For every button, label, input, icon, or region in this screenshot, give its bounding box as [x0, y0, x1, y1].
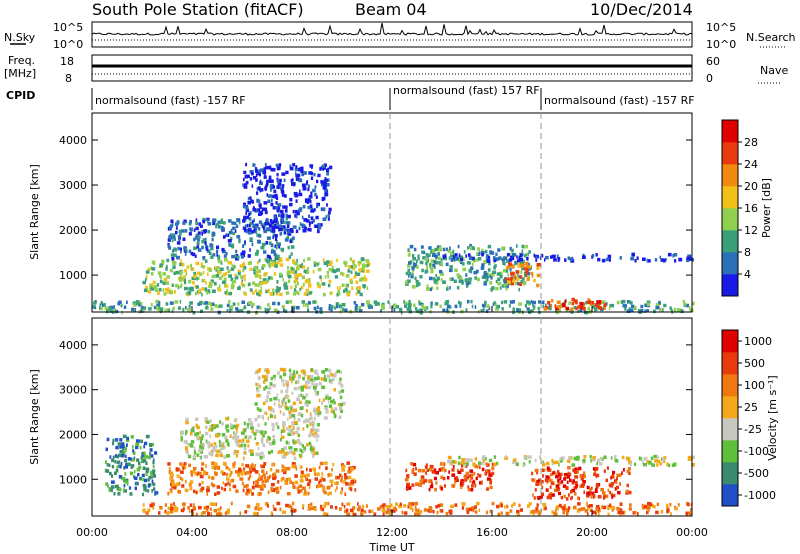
velocity-ytick-label: 4000 [59, 339, 87, 352]
velocity-colorbar-swatch [722, 462, 738, 485]
power-colorbar-swatch [722, 142, 738, 165]
power-ylabel: Slant Range [km] [28, 164, 41, 260]
beam-title: Beam 04 [355, 0, 427, 19]
velocity-region-2 [254, 367, 346, 420]
velocity-colorbar: 1000 500 100 25 -25 -100 -500 -1000 Velocity [m… [721, 329, 779, 507]
velocity-colorbar-swatch [722, 352, 738, 375]
velocity-colorbar-swatch [722, 330, 738, 353]
power-colorbar-label: Power [dB] [760, 178, 773, 238]
velocity-region-5 [447, 454, 695, 468]
power-colorbar-tick: 16 [744, 202, 758, 215]
freq-top-tick: 18 [60, 55, 74, 68]
freq-label: Freq. [8, 54, 35, 67]
power-colorbar-tick: 20 [744, 180, 758, 193]
velocity-colorbar-swatch [722, 484, 738, 507]
station-title: South Pole Station (fitACF) [92, 0, 304, 19]
power-panel: 1000 2000 3000 4000 Slant Range [km] [28, 112, 695, 315]
power-colorbar-swatch [722, 186, 738, 209]
velocity-data-layer [104, 367, 695, 517]
power-colorbar-tick: 4 [744, 268, 751, 281]
velocity-xlabel: Time UT [368, 541, 414, 554]
power-colorbar-swatch [722, 164, 738, 187]
power-data-layer [92, 162, 695, 315]
power-colorbar-swatch [722, 208, 738, 231]
velocity-xtick-label: 04:00 [176, 526, 208, 539]
velocity-colorbar-tick: -500 [744, 467, 769, 480]
cpid-strip: CPID normalsound (fast) -157 RF normalso… [6, 84, 695, 110]
cpid-segment-3: normalsound (fast) -157 RF [544, 94, 695, 107]
nsearch-bottom-tick: 10^0 [706, 38, 736, 51]
velocity-ytick-label: 2000 [59, 428, 87, 441]
velocity-region-4 [404, 462, 496, 492]
velocity-panel: 1000 2000 3000 4000 00:00 04:00 08:00 12:00 16:… [28, 306, 708, 554]
velocity-colorbar-tick: -1000 [744, 489, 776, 502]
nave-top-tick: 60 [706, 55, 720, 68]
power-region-2 [167, 216, 295, 261]
velocity-colorbar-swatch [722, 374, 738, 397]
power-colorbar-swatch [722, 120, 738, 143]
cpid-segment-1: normalsound (fast) -157 RF [95, 94, 246, 107]
velocity-xtick-label: 08:00 [276, 526, 308, 539]
velocity-colorbar-tick: 100 [744, 379, 765, 392]
nsky-trace-line [91, 23, 693, 36]
power-colorbar-swatch [722, 274, 738, 297]
nsky-top-tick: 10^5 [53, 21, 83, 34]
velocity-xtick-label: 00:00 [76, 526, 108, 539]
velocity-xtick-label: 12:00 [376, 526, 408, 539]
power-colorbar-tick: 12 [744, 224, 758, 237]
power-ytick-label: 4000 [59, 134, 87, 147]
power-colorbar-tick: 24 [744, 158, 758, 171]
power-colorbar-swatch [722, 252, 738, 275]
power-region-5 [442, 252, 695, 263]
power-ytick-label: 1000 [59, 269, 87, 282]
nsky-bottom-tick: 10^0 [53, 38, 83, 51]
velocity-region-1 [180, 416, 320, 461]
nsky-label: N.Sky [4, 31, 36, 44]
power-colorbar-tick: 28 [744, 136, 758, 149]
velocity-colorbar-swatch [722, 396, 738, 419]
velocity-region-3 [142, 501, 693, 517]
velocity-region-0 [167, 461, 357, 497]
freq-strip: Freq. [MHz] 18 8 60 0 Nave [4, 54, 788, 85]
velocity-xtick-label: 00:00 [676, 526, 708, 539]
power-region-1 [142, 257, 371, 297]
power-region-6 [543, 297, 607, 311]
nave-label: Nave [760, 64, 788, 77]
nave-bottom-tick: 0 [706, 72, 713, 85]
date-title: 10/Dec/2014 [590, 0, 693, 19]
freq-bottom-tick: 8 [65, 72, 72, 85]
power-region-7 [505, 261, 541, 288]
velocity-ylabel: Slant Range [km] [28, 369, 41, 465]
velocity-ytick-label: 3000 [59, 384, 87, 397]
velocity-colorbar-label: Velocity [m s⁻¹] [766, 375, 779, 460]
velocity-colorbar-tick: 1000 [744, 335, 772, 348]
velocity-xtick-label: 20:00 [576, 526, 608, 539]
power-colorbar: 4 8 12 16 20 24 28 Power [dB] [721, 119, 773, 297]
nsky-strip: N.Sky 10^5 10^0 10^5 10^0 N.Search [4, 21, 796, 51]
power-ytick-label: 3000 [59, 179, 87, 192]
power-colorbar-swatch [722, 230, 738, 253]
cpid-label: CPID [6, 89, 35, 102]
freq-unit-label: [MHz] [4, 67, 36, 80]
velocity-colorbar-tick: -100 [744, 445, 769, 458]
power-colorbar-tick: 8 [744, 246, 751, 259]
velocity-region-7 [104, 434, 159, 497]
velocity-colorbar-tick: 500 [744, 357, 765, 370]
velocity-colorbar-tick: -25 [744, 423, 762, 436]
velocity-colorbar-swatch [722, 440, 738, 463]
velocity-colorbar-swatch [722, 418, 738, 441]
nsearch-label: N.Search [746, 31, 796, 44]
velocity-region-6 [531, 466, 632, 501]
nsearch-top-tick: 10^5 [706, 21, 736, 34]
power-region-3 [242, 162, 333, 234]
power-ytick-label: 2000 [59, 224, 87, 237]
velocity-xtick-label: 16:00 [476, 526, 508, 539]
cpid-segment-2: normalsound (fast) 157 RF [393, 84, 540, 97]
velocity-ytick-label: 1000 [59, 473, 87, 486]
velocity-colorbar-tick: 25 [744, 401, 758, 414]
